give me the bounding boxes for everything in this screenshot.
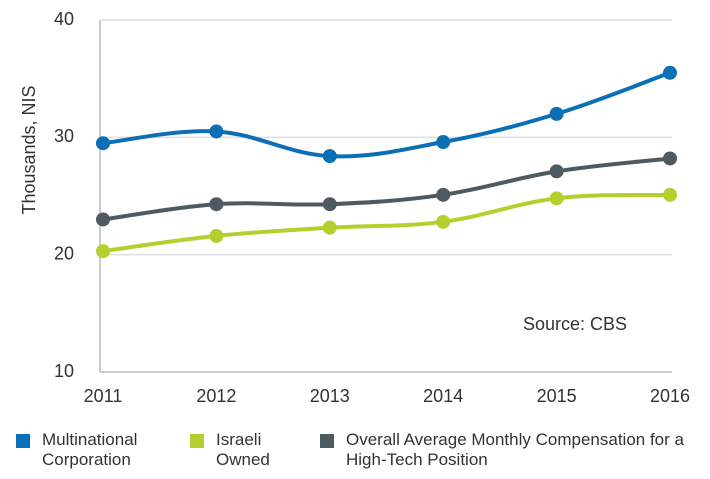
x-tick-label: 2011 [84,386,123,406]
point [322,149,337,164]
point [436,187,451,202]
x-tick-label: 2015 [537,386,577,406]
y-tick-label: 40 [54,9,74,29]
y-tick-label: 20 [54,243,74,263]
chart: Thousands, NIS Source: CBS 10 20 30 40 2011 2… [19,9,690,406]
legend-swatch [16,434,30,448]
point [549,164,564,179]
point [322,197,337,212]
point [436,135,451,150]
point [549,106,564,121]
y-axis-label: Thousands, NIS [19,85,39,214]
x-tick-label: 2016 [650,386,690,406]
point [209,124,224,139]
point [209,228,224,243]
point [663,65,677,80]
legend-label: Overall Average Monthly Compensation for… [346,430,684,469]
annotation: Source: CBS [523,314,627,334]
y-tick-label: 30 [54,126,74,146]
legend-label: Multinational Corporation [42,430,138,469]
point [549,191,564,206]
point [96,212,110,227]
point [209,197,224,212]
series-line [102,192,671,254]
x-tick-label: 2012 [196,386,236,406]
point [663,187,677,202]
y-tick-label: 10 [54,361,74,381]
series-line [102,70,671,159]
point [96,244,110,259]
point [436,214,451,229]
series-line [102,156,671,222]
legend-label: Israeli Owned [216,430,270,469]
x-tick-label: 2014 [423,386,463,406]
point [322,220,337,235]
point [663,151,677,166]
point [96,136,110,151]
x-tick-label: 2013 [310,386,350,406]
legend-swatch [190,434,204,448]
legend-swatch [320,434,334,448]
